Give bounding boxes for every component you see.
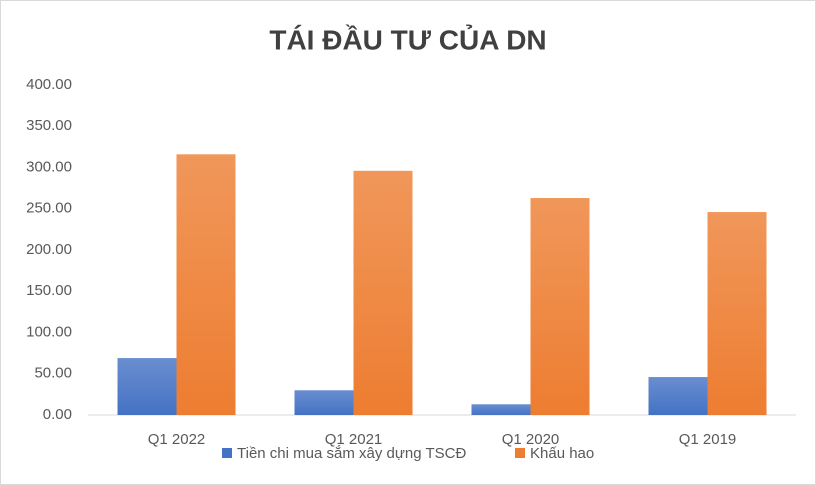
y-tick-label: 200.00 <box>26 241 72 258</box>
bar <box>294 390 354 415</box>
legend-label: Tiền chi mua sắm xây dựng TSCĐ <box>237 445 466 462</box>
x-tick-label: Q1 2022 <box>148 431 206 448</box>
legend-swatch <box>515 448 525 458</box>
y-tick-label: 350.00 <box>26 117 72 134</box>
bar <box>530 198 590 415</box>
chart-title: TÁI ĐẦU TƯ CỦA DN <box>269 23 546 55</box>
y-tick-label: 100.00 <box>26 323 72 340</box>
y-tick-label: 150.00 <box>26 282 72 299</box>
bar <box>648 377 708 415</box>
bar <box>176 154 236 416</box>
legend-swatch <box>222 448 232 458</box>
bar <box>117 358 177 415</box>
bar <box>471 404 531 415</box>
legend-label: Khấu hao <box>530 445 594 462</box>
bar <box>353 170 413 415</box>
x-tick-label: Q1 2020 <box>502 431 560 448</box>
y-tick-label: 0.00 <box>43 406 72 423</box>
y-tick-label: 250.00 <box>26 200 72 217</box>
bar <box>707 212 767 415</box>
x-tick-label: Q1 2019 <box>679 431 737 448</box>
y-tick-label: 50.00 <box>34 365 72 382</box>
y-tick-label: 300.00 <box>26 158 72 175</box>
y-tick-label: 400.00 <box>26 76 72 93</box>
x-tick-label: Q1 2021 <box>325 431 383 448</box>
